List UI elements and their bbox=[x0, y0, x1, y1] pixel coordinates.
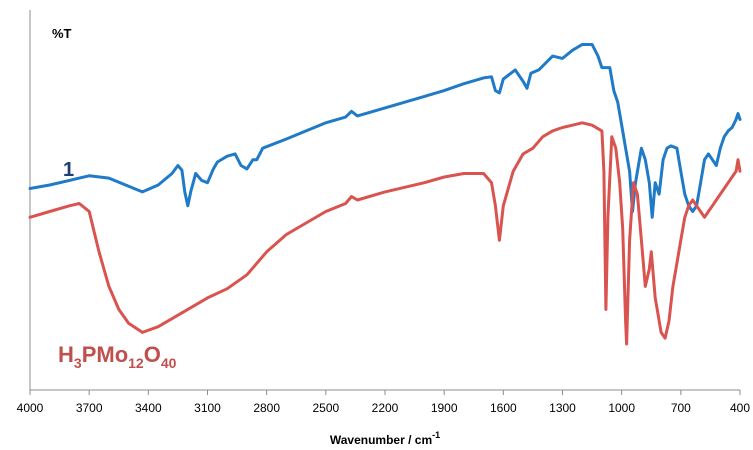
x-tick-label: 3400 bbox=[135, 401, 162, 415]
x-tick-label: 700 bbox=[671, 401, 691, 415]
x-tick-label: 3700 bbox=[76, 401, 103, 415]
x-tick-label: 4000 bbox=[17, 401, 44, 415]
formula-o: O bbox=[144, 342, 161, 367]
x-tick-label: 1900 bbox=[431, 401, 458, 415]
x-tick-label: 3100 bbox=[194, 401, 221, 415]
series-line-1 bbox=[28, 43, 742, 219]
series-layer bbox=[28, 43, 742, 346]
x-tick-label: 2500 bbox=[312, 401, 339, 415]
formula-h: H bbox=[58, 342, 74, 367]
x-tick-label: 1600 bbox=[490, 401, 517, 415]
formula-sub-40: 40 bbox=[161, 355, 177, 371]
x-tick-label: 2200 bbox=[372, 401, 399, 415]
x-axis-label: Wavenumber / cm-1 bbox=[330, 430, 440, 447]
y-axis-label: %T bbox=[52, 26, 72, 41]
series-label-1: 1 bbox=[63, 159, 74, 181]
series-label-h3pmo12o40: H3PMo12O40 bbox=[58, 342, 177, 371]
x-tick-label: 2800 bbox=[253, 401, 280, 415]
x-tick-label: 400 bbox=[730, 401, 750, 415]
series-line-h3pmo12o40 bbox=[28, 121, 742, 346]
x-axis-label-sup: -1 bbox=[432, 430, 440, 440]
x-axis-label-main: Wavenumber / cm bbox=[330, 433, 432, 447]
formula-sub-3: 3 bbox=[74, 355, 82, 371]
formula-sub-12: 12 bbox=[128, 355, 144, 371]
x-ticks bbox=[29, 390, 741, 395]
formula-pmo: PMo bbox=[82, 342, 128, 367]
x-tick-labels: 4000 3700 3400 3100 2800 2500 2200 1900 1600 1300… bbox=[17, 401, 751, 415]
x-tick-label: 1000 bbox=[608, 401, 635, 415]
x-tick-label: 1300 bbox=[549, 401, 576, 415]
